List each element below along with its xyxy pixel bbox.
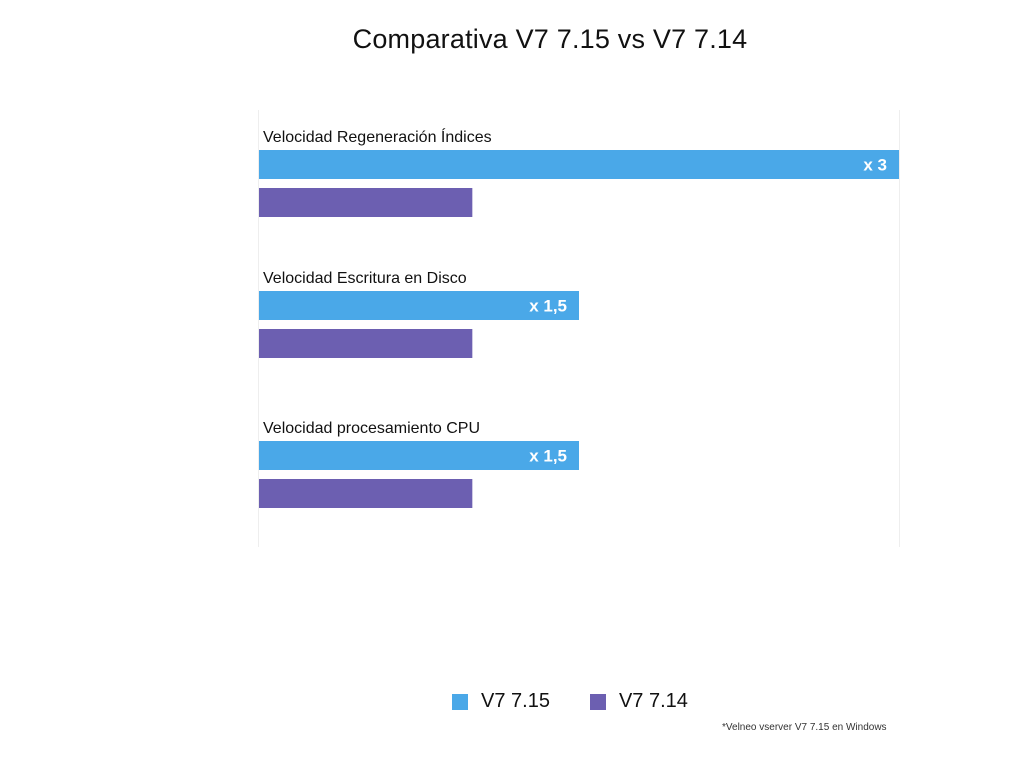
data-label: x 3 bbox=[863, 156, 887, 175]
legend-item-v714: V7 7.14 bbox=[589, 690, 688, 713]
bar-v7-7-15 bbox=[259, 150, 899, 179]
data-label: x 1,5 bbox=[529, 297, 567, 316]
chart-footnote: *Velneo vserver V7 7.15 en Windows bbox=[722, 722, 887, 733]
bar-v7-7-14 bbox=[259, 329, 473, 358]
data-label: x 1,5 bbox=[529, 447, 567, 466]
bar-v7-7-15 bbox=[259, 441, 579, 470]
legend-label-v714: V7 7.14 bbox=[618, 690, 688, 712]
legend-label-v715: V7 7.15 bbox=[481, 690, 550, 712]
chart-legend: V7 7.15 V7 7.14 bbox=[452, 690, 728, 713]
chart-title: Comparativa V7 7.15 vs V7 7.14 bbox=[352, 24, 748, 54]
legend-swatch-v714 bbox=[589, 693, 606, 710]
bar-v7-7-14 bbox=[259, 188, 473, 217]
category-label: Velocidad Regeneración Índices bbox=[263, 127, 492, 146]
category-label: Velocidad Escritura en Disco bbox=[263, 270, 467, 287]
legend-swatch-v715 bbox=[452, 693, 468, 710]
category-label: Velocidad procesamiento CPU bbox=[263, 420, 480, 437]
legend-item-v715: V7 7.15 bbox=[452, 690, 550, 713]
bar-v7-7-14 bbox=[259, 479, 473, 508]
bar-v7-7-15 bbox=[259, 291, 579, 320]
